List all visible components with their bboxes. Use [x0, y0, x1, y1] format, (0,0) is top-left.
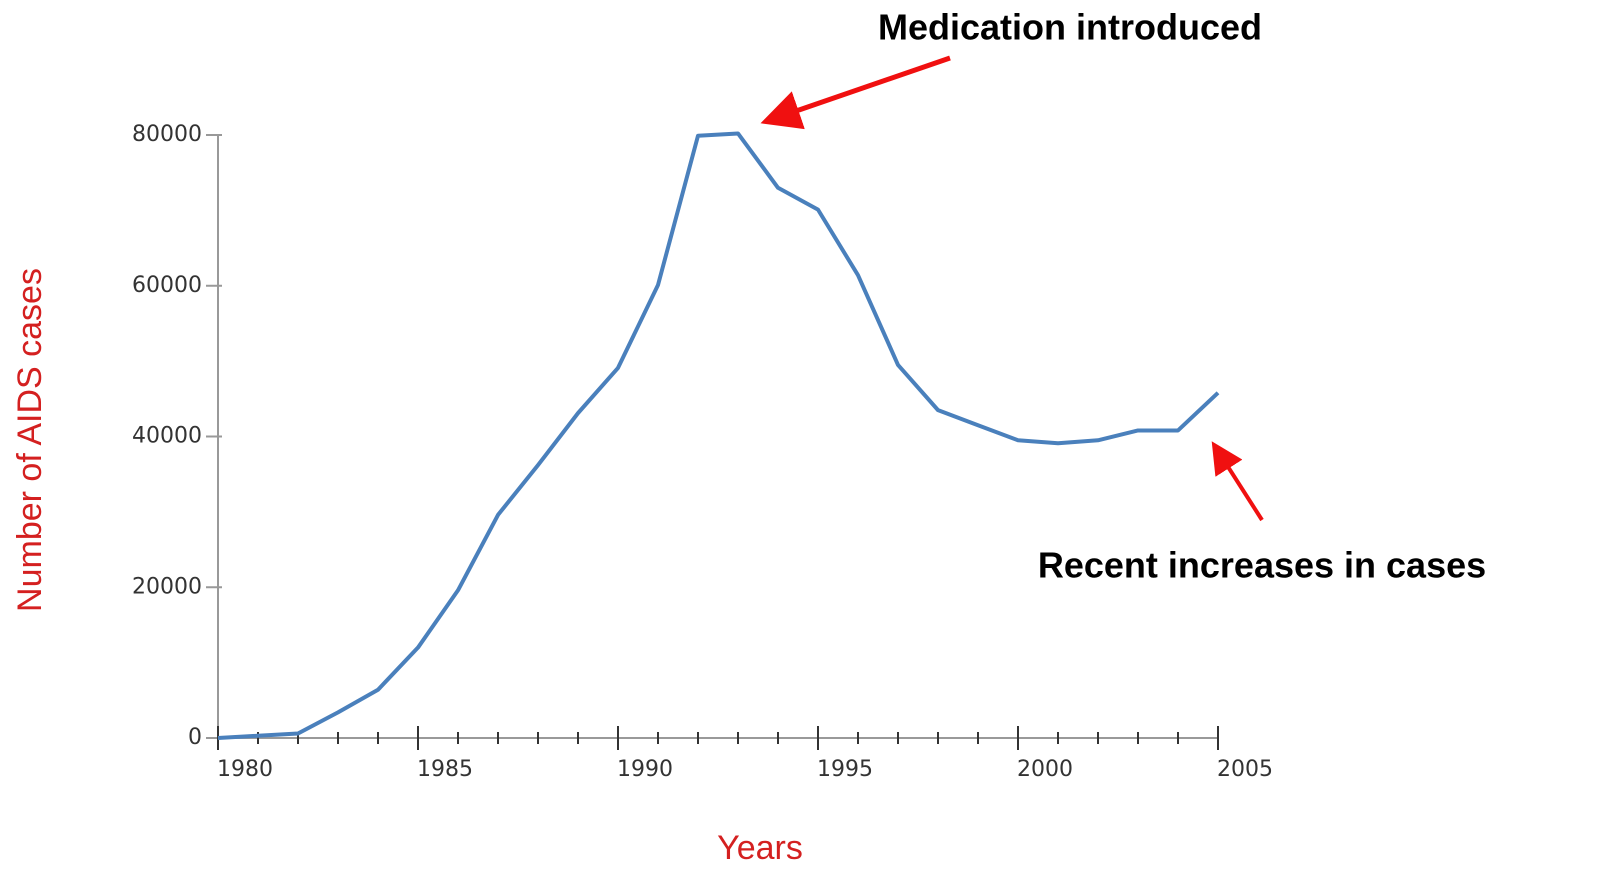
line: [217, 131, 1220, 740]
y-tick-label: 0: [188, 725, 202, 750]
x-axis-title: Years: [717, 829, 803, 867]
arrow: [760, 55, 951, 130]
x-tick-label: 1990: [617, 757, 673, 782]
annotation: Medication introduced: [878, 7, 1262, 48]
y-tick-label: 20000: [132, 574, 202, 599]
x-tick-label: 2000: [1017, 757, 1073, 782]
y-axis-title: Number of AIDS cases: [11, 268, 49, 612]
annotation: Recent increases in cases: [1038, 545, 1486, 586]
y-tick-label: 40000: [132, 424, 202, 449]
y-tick-label: 60000: [132, 273, 202, 298]
x-tick-label: 2005: [1217, 757, 1273, 782]
x-tick-label: 1980: [217, 757, 273, 782]
x-tick-label: 1985: [417, 757, 473, 782]
x-tick-label: 1995: [817, 757, 873, 782]
arrow: [1211, 441, 1264, 522]
y-tick-label: 80000: [132, 122, 202, 147]
